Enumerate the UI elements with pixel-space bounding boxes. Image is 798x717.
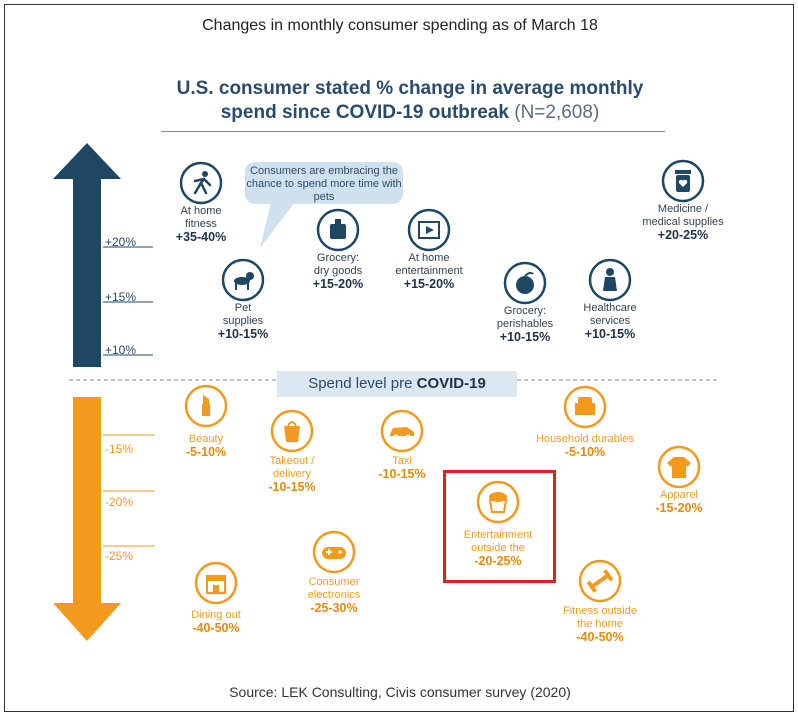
- fruit-icon: [503, 261, 547, 305]
- item-name-line: the home: [577, 618, 623, 630]
- item-name-line: delivery: [273, 468, 311, 480]
- baseline-label: Spend level pre COVID-19: [277, 371, 517, 397]
- decrease-arrow: [53, 397, 121, 641]
- item-name-line: At home: [180, 205, 222, 217]
- gamepad-icon: [312, 530, 356, 574]
- item-name-line: Entertainment: [463, 529, 533, 541]
- item-name-line: Taxi: [392, 455, 412, 467]
- storefront-icon: [194, 561, 238, 605]
- chart-title-text: U.S. consumer stated % change in average…: [176, 78, 644, 123]
- down-item-label: Consumer electronics -25-30%: [308, 576, 361, 615]
- item-value: +35-40%: [175, 230, 227, 244]
- item-name-line: Grocery:: [316, 252, 360, 264]
- figure-frame: Changes in monthly consumer spending as …: [4, 4, 794, 712]
- item-name-line: Apparel: [660, 489, 698, 501]
- down-item-label: Fitness outside the home -40-50%: [563, 605, 637, 644]
- callout-tail: [260, 202, 295, 248]
- highlight-box: [443, 470, 556, 583]
- item-name-line: Consumer: [308, 576, 360, 588]
- item-name-line: medical supplies: [642, 216, 724, 228]
- item-value: +15-20%: [403, 277, 455, 291]
- film-strip-icon: [407, 208, 451, 252]
- baseline-label-bold: COVID-19: [416, 375, 486, 392]
- item-value: +10-15%: [217, 327, 269, 341]
- item-name-line: Household durables: [536, 433, 634, 445]
- item-name-line: Takeout /: [269, 455, 315, 467]
- up-item-label: Pet supplies +10-15%: [218, 302, 268, 341]
- down-item-label: Apparel -15-20%: [655, 489, 702, 515]
- up-item-label: Medicine / medical supplies +20-25%: [642, 203, 723, 242]
- down-item-label: Taxi -10-15%: [378, 455, 425, 481]
- chart-title-note: (N=2,608): [514, 102, 600, 123]
- item-name-line: Pet: [234, 302, 252, 314]
- y-tick-neg-20: -20%: [105, 495, 134, 509]
- car-icon: [380, 409, 424, 453]
- running-person-icon: [179, 161, 223, 205]
- lipstick-icon: [184, 384, 228, 428]
- y-tick-neg-25: -25%: [105, 549, 134, 563]
- item-name-line: fitness: [185, 218, 217, 230]
- dog-icon: [221, 258, 265, 302]
- item-value: +10-15%: [584, 327, 636, 341]
- item-value: +15-20%: [312, 277, 364, 291]
- item-name-line: Fitness outside: [563, 605, 637, 617]
- down-item-label: Beauty -5-10%: [186, 433, 226, 459]
- item-name-line: Beauty: [188, 433, 224, 445]
- down-item-label: Entertainment outside the -20-25%: [464, 529, 532, 568]
- item-name-line: electronics: [307, 589, 361, 601]
- up-item-label: Grocery: dry goods +15-20%: [313, 252, 363, 291]
- shirt-icon: [657, 445, 701, 489]
- up-item-label: At home entertainment +15-20%: [395, 252, 462, 291]
- item-name-line: Medicine /: [657, 203, 709, 215]
- item-value: -40-50%: [192, 621, 240, 635]
- item-value: +10-15%: [499, 330, 551, 344]
- item-value: -10-15%: [378, 467, 426, 481]
- up-item-label: At home fitness +35-40%: [176, 205, 226, 244]
- item-name-line: supplies: [222, 315, 264, 327]
- item-value: -25-30%: [310, 601, 358, 615]
- source-note: Source: LEK Consulting, Civis consumer s…: [229, 684, 571, 700]
- takeout-bag-icon: [270, 409, 314, 453]
- item-name-line: Dining out: [191, 609, 241, 621]
- item-value: -40-50%: [576, 630, 624, 644]
- page-title: Changes in monthly consumer spending as …: [202, 17, 598, 34]
- item-name-line: Grocery:: [503, 305, 547, 317]
- item-value: -5-10%: [564, 445, 606, 459]
- grocery-bag-icon: [316, 208, 360, 252]
- item-value: -10-15%: [268, 480, 316, 494]
- item-name-line: entertainment: [395, 265, 463, 277]
- down-item-label: Takeout / delivery -10-15%: [268, 455, 315, 494]
- pets-callout: Consumers are embracing the chance to sp…: [245, 162, 403, 204]
- doctor-icon: [588, 258, 632, 302]
- chart-canvas: [53, 143, 720, 641]
- title-rule: [161, 131, 665, 132]
- up-item-label: Healthcare services +10-15%: [583, 302, 636, 341]
- popcorn-icon: [476, 480, 520, 524]
- dumbbell-icon: [578, 559, 622, 603]
- y-tick-pos-10: +10%: [105, 343, 137, 357]
- baseline-label-prefix: Spend level pre: [308, 375, 417, 392]
- item-name-line: At home: [408, 252, 450, 264]
- item-value: -15-20%: [655, 501, 703, 515]
- item-value: -5-10%: [185, 445, 227, 459]
- item-name-line: perishables: [496, 318, 554, 330]
- item-value: -20-25%: [474, 554, 522, 568]
- item-value: +20-25%: [657, 228, 709, 242]
- down-item-label: Dining out -40-50%: [191, 609, 241, 635]
- medicine-bottle-icon: [661, 159, 705, 203]
- y-tick-neg-15: -15%: [105, 442, 134, 456]
- up-item-label: Grocery: perishables +10-15%: [497, 305, 553, 344]
- y-tick-pos-20: +20%: [105, 235, 137, 249]
- item-name-line: dry goods: [313, 265, 363, 277]
- y-tick-pos-15: +15%: [105, 290, 137, 304]
- item-name-line: Healthcare: [583, 302, 637, 314]
- chart-title: U.S. consumer stated % change in average…: [155, 77, 665, 125]
- down-item-label: Household durables -5-10%: [536, 433, 634, 459]
- increase-arrow: [53, 143, 121, 367]
- item-name-line: services: [589, 315, 631, 327]
- item-name-line: outside the: [471, 542, 525, 554]
- armchair-icon: [563, 385, 607, 429]
